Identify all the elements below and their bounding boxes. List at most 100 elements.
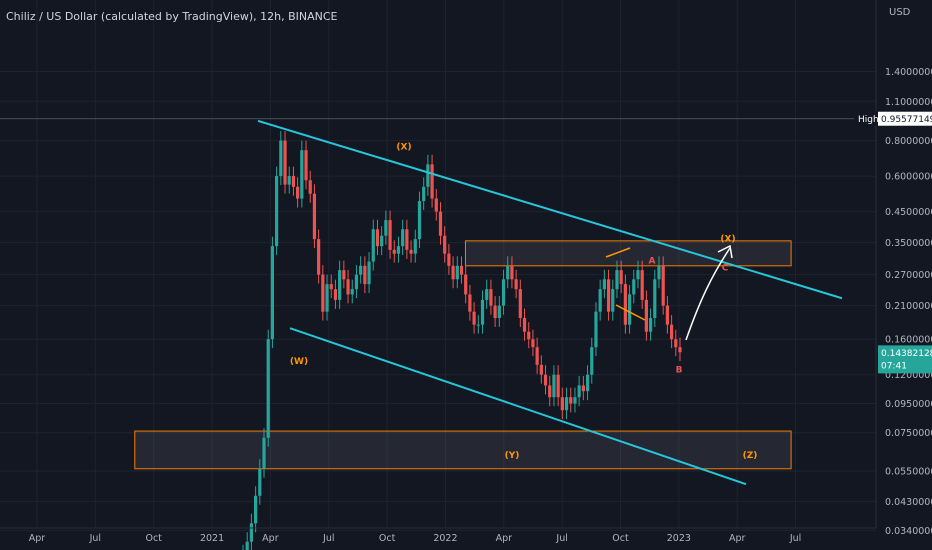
candle-body — [657, 265, 661, 280]
candle-body — [653, 279, 657, 318]
candle-body — [602, 279, 606, 290]
candle-body — [518, 289, 522, 318]
candle-body — [590, 347, 594, 375]
wave-label: (Y) — [505, 451, 520, 461]
candle-body — [648, 317, 653, 332]
candle-body — [296, 186, 300, 199]
time-axis[interactable]: Apr Jul Oct 2021 Apr Jul Oct 2022 Apr Jul Oct 2023 A… — [29, 533, 802, 544]
candle-body — [669, 324, 674, 340]
candle-body — [396, 246, 401, 254]
candle-body — [548, 385, 552, 398]
candle-body — [451, 265, 455, 280]
candle-body — [279, 140, 283, 177]
high-value: 0.95577149 — [881, 115, 932, 125]
candle-body — [644, 299, 648, 332]
x-tick-label: 2023 — [667, 533, 691, 544]
y-tick-label: 0.05500000 — [885, 466, 932, 477]
candle-body — [573, 397, 577, 404]
candle-body — [443, 235, 447, 254]
price-axis[interactable]: 1.40000000 1.10000000 0.80000000 0.60000000… — [885, 67, 932, 537]
candle-body — [514, 279, 518, 290]
y-tick-label: 0.04300000 — [885, 497, 932, 508]
wave-annotations: (X) (W) (Y) A B C (X) (Z) — [290, 142, 757, 461]
candle-body — [338, 270, 342, 300]
candle-body — [333, 289, 338, 300]
candle-body — [430, 164, 434, 199]
candle-body — [527, 331, 531, 340]
last-price-value: 0.14382128 — [881, 349, 932, 359]
candle-body — [661, 265, 665, 306]
candle-body — [459, 265, 464, 275]
candle-body — [249, 523, 254, 542]
candle-body — [371, 229, 375, 262]
candle-body — [640, 270, 644, 300]
candle-body — [426, 164, 430, 187]
candle-body — [552, 374, 556, 398]
y-tick-label: 0.09500000 — [885, 399, 932, 410]
x-tick-label: 2021 — [200, 533, 224, 544]
candle-body — [615, 270, 619, 290]
candle-body — [409, 249, 413, 254]
candle-body — [270, 246, 275, 340]
candle-body — [556, 374, 560, 398]
candle-body — [287, 176, 291, 185]
candle-body — [611, 289, 615, 312]
upper-channel-line — [257, 119, 843, 300]
y-tick-label: 0.45000000 — [885, 207, 932, 218]
candle-body — [438, 211, 443, 236]
candle-body — [543, 374, 548, 386]
x-tick-label: Apr — [496, 533, 513, 544]
candle-body — [245, 541, 249, 550]
candle-body — [388, 220, 392, 250]
candle-body — [312, 193, 317, 240]
candle-body — [581, 385, 585, 392]
x-tick-label: Oct — [379, 533, 396, 544]
x-tick-label: Oct — [612, 533, 629, 544]
candle-body — [506, 265, 510, 280]
candle-body — [262, 437, 266, 469]
last-price-bg — [878, 345, 932, 374]
y-tick-label: 0.16000000 — [885, 335, 932, 346]
candle-body — [317, 239, 321, 275]
candle-body — [476, 324, 480, 326]
x-tick-label: Jul — [789, 533, 801, 544]
x-tick-label: Apr — [729, 533, 746, 544]
candle-body — [636, 270, 640, 280]
candle-body — [598, 289, 602, 312]
x-tick-label: Jul — [322, 533, 334, 544]
y-tick-label: 0.07500000 — [885, 428, 932, 439]
wave-label: (X) — [396, 142, 411, 152]
candle-body — [585, 374, 590, 392]
y-tick-label: 0.12000000 — [885, 370, 932, 381]
candle-body — [363, 265, 367, 285]
candle-body — [577, 385, 581, 398]
candle-body — [493, 305, 497, 318]
candles — [242, 131, 682, 550]
y-tick-label: 0.27000000 — [885, 270, 932, 281]
y-tick-label: 0.03400000 — [885, 526, 932, 537]
candle-body — [619, 270, 623, 285]
candle-body — [321, 274, 325, 312]
candle-body — [308, 180, 312, 194]
candle-body — [594, 311, 598, 348]
x-tick-label: 2022 — [433, 533, 457, 544]
wave-label: (W) — [290, 357, 308, 367]
wave-label: (Z) — [743, 451, 758, 461]
price-zone — [134, 430, 792, 470]
candle-body — [472, 311, 476, 325]
candle-body — [346, 279, 350, 295]
x-tick-label: Apr — [262, 533, 279, 544]
y-tick-label: 1.10000000 — [885, 97, 932, 108]
price-markers: High 0.95577149 0.14382128 07:41 — [0, 111, 932, 374]
candle-body — [405, 229, 409, 250]
y-tick-label: 1.40000000 — [885, 67, 932, 78]
candle-body — [434, 198, 438, 212]
candle-body — [485, 289, 489, 300]
candle-body — [665, 305, 669, 325]
candle-body — [569, 397, 573, 404]
candle-body — [350, 289, 354, 295]
candle-body — [531, 339, 535, 348]
candle-body — [447, 253, 451, 266]
candle-body — [266, 339, 270, 438]
